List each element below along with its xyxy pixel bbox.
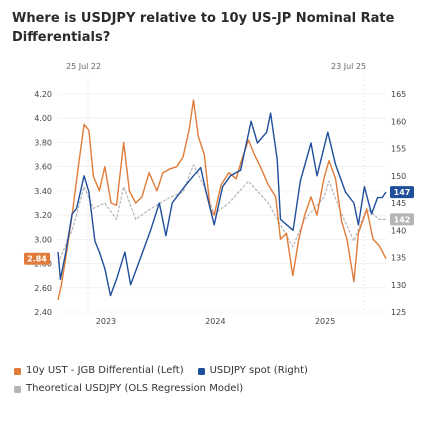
x-tick-label: 2023 <box>96 317 116 326</box>
left-tick-label: 2.40 <box>34 308 52 317</box>
right-axis: 125 130 135 140 145 150 155 160 165 <box>391 90 406 317</box>
left-tick-label: 4.00 <box>34 114 52 123</box>
badge-differential-text: 2.84 <box>27 255 47 264</box>
legend-item-spot[interactable]: USDJPY spot (Right) <box>197 362 308 380</box>
right-tick-label: 155 <box>391 145 406 154</box>
range-end-date: 23 Jul 25 <box>331 62 367 71</box>
right-tick-label: 150 <box>391 172 406 181</box>
right-tick-label: 160 <box>391 117 406 126</box>
series-spot <box>57 112 387 297</box>
right-tick-label: 130 <box>391 281 406 290</box>
left-tick-label: 3.00 <box>34 235 52 244</box>
badge-spot-box <box>390 186 414 199</box>
last-value-badges: 2.84 147 142 <box>24 186 414 265</box>
badge-theoretical-text: 142 <box>394 215 411 224</box>
legend-item-differential[interactable]: 10y UST - JGB Differential (Left) <box>14 362 184 380</box>
legend: 10y UST - JGB Differential (Left) USDJPY… <box>14 362 308 398</box>
series-differential <box>57 99 387 301</box>
range-start-date: 25 Jul 22 <box>66 62 102 71</box>
badge-spot-text: 147 <box>394 188 411 197</box>
x-tick-label: 2024 <box>205 317 225 326</box>
legend-label-differential: 10y UST - JGB Differential (Left) <box>26 365 184 376</box>
badge-spot: 147 <box>390 186 414 199</box>
badge-differential: 2.84 <box>24 252 50 265</box>
left-tick-label: 2.60 <box>34 284 52 293</box>
x-tick-label: 2025 <box>315 317 335 326</box>
line-chart: 2.402.602.803.003.203.403.603.804.004.20… <box>24 76 414 326</box>
left-tick-label: 4.20 <box>34 90 52 99</box>
series-lines <box>57 99 387 301</box>
right-tick-label: 165 <box>391 90 406 99</box>
legend-label-theoretical: Theoretical USDJPY (OLS Regression Model… <box>26 383 244 394</box>
right-tick-label: 125 <box>391 308 406 317</box>
badge-differential-box <box>24 252 50 265</box>
badge-theoretical-box <box>390 213 414 226</box>
left-tick-label: 3.20 <box>34 211 52 220</box>
chart-title: Where is USDJPY relative to 10y US-JP No… <box>12 11 395 45</box>
left-axis: 2.402.602.803.003.203.403.603.804.004.20 <box>34 90 52 317</box>
left-tick-label: 3.60 <box>34 163 52 172</box>
legend-item-theoretical[interactable]: Theoretical USDJPY (OLS Regression Model… <box>14 380 243 398</box>
left-tick-label: 3.40 <box>34 187 52 196</box>
left-tick-label: 3.80 <box>34 138 52 147</box>
legend-swatch-spot <box>197 367 205 375</box>
right-tick-label: 145 <box>391 199 406 208</box>
x-axis: 2023 2024 2025 <box>96 317 336 326</box>
legend-swatch-differential <box>14 367 21 375</box>
grid-lines <box>58 76 386 313</box>
legend-swatch-theoretical <box>14 385 21 393</box>
legend-label-spot: USDJPY spot (Right) <box>209 365 308 376</box>
badge-theoretical: 142 <box>390 213 414 226</box>
right-tick-label: 135 <box>391 254 406 263</box>
right-tick-label: 140 <box>391 226 406 235</box>
